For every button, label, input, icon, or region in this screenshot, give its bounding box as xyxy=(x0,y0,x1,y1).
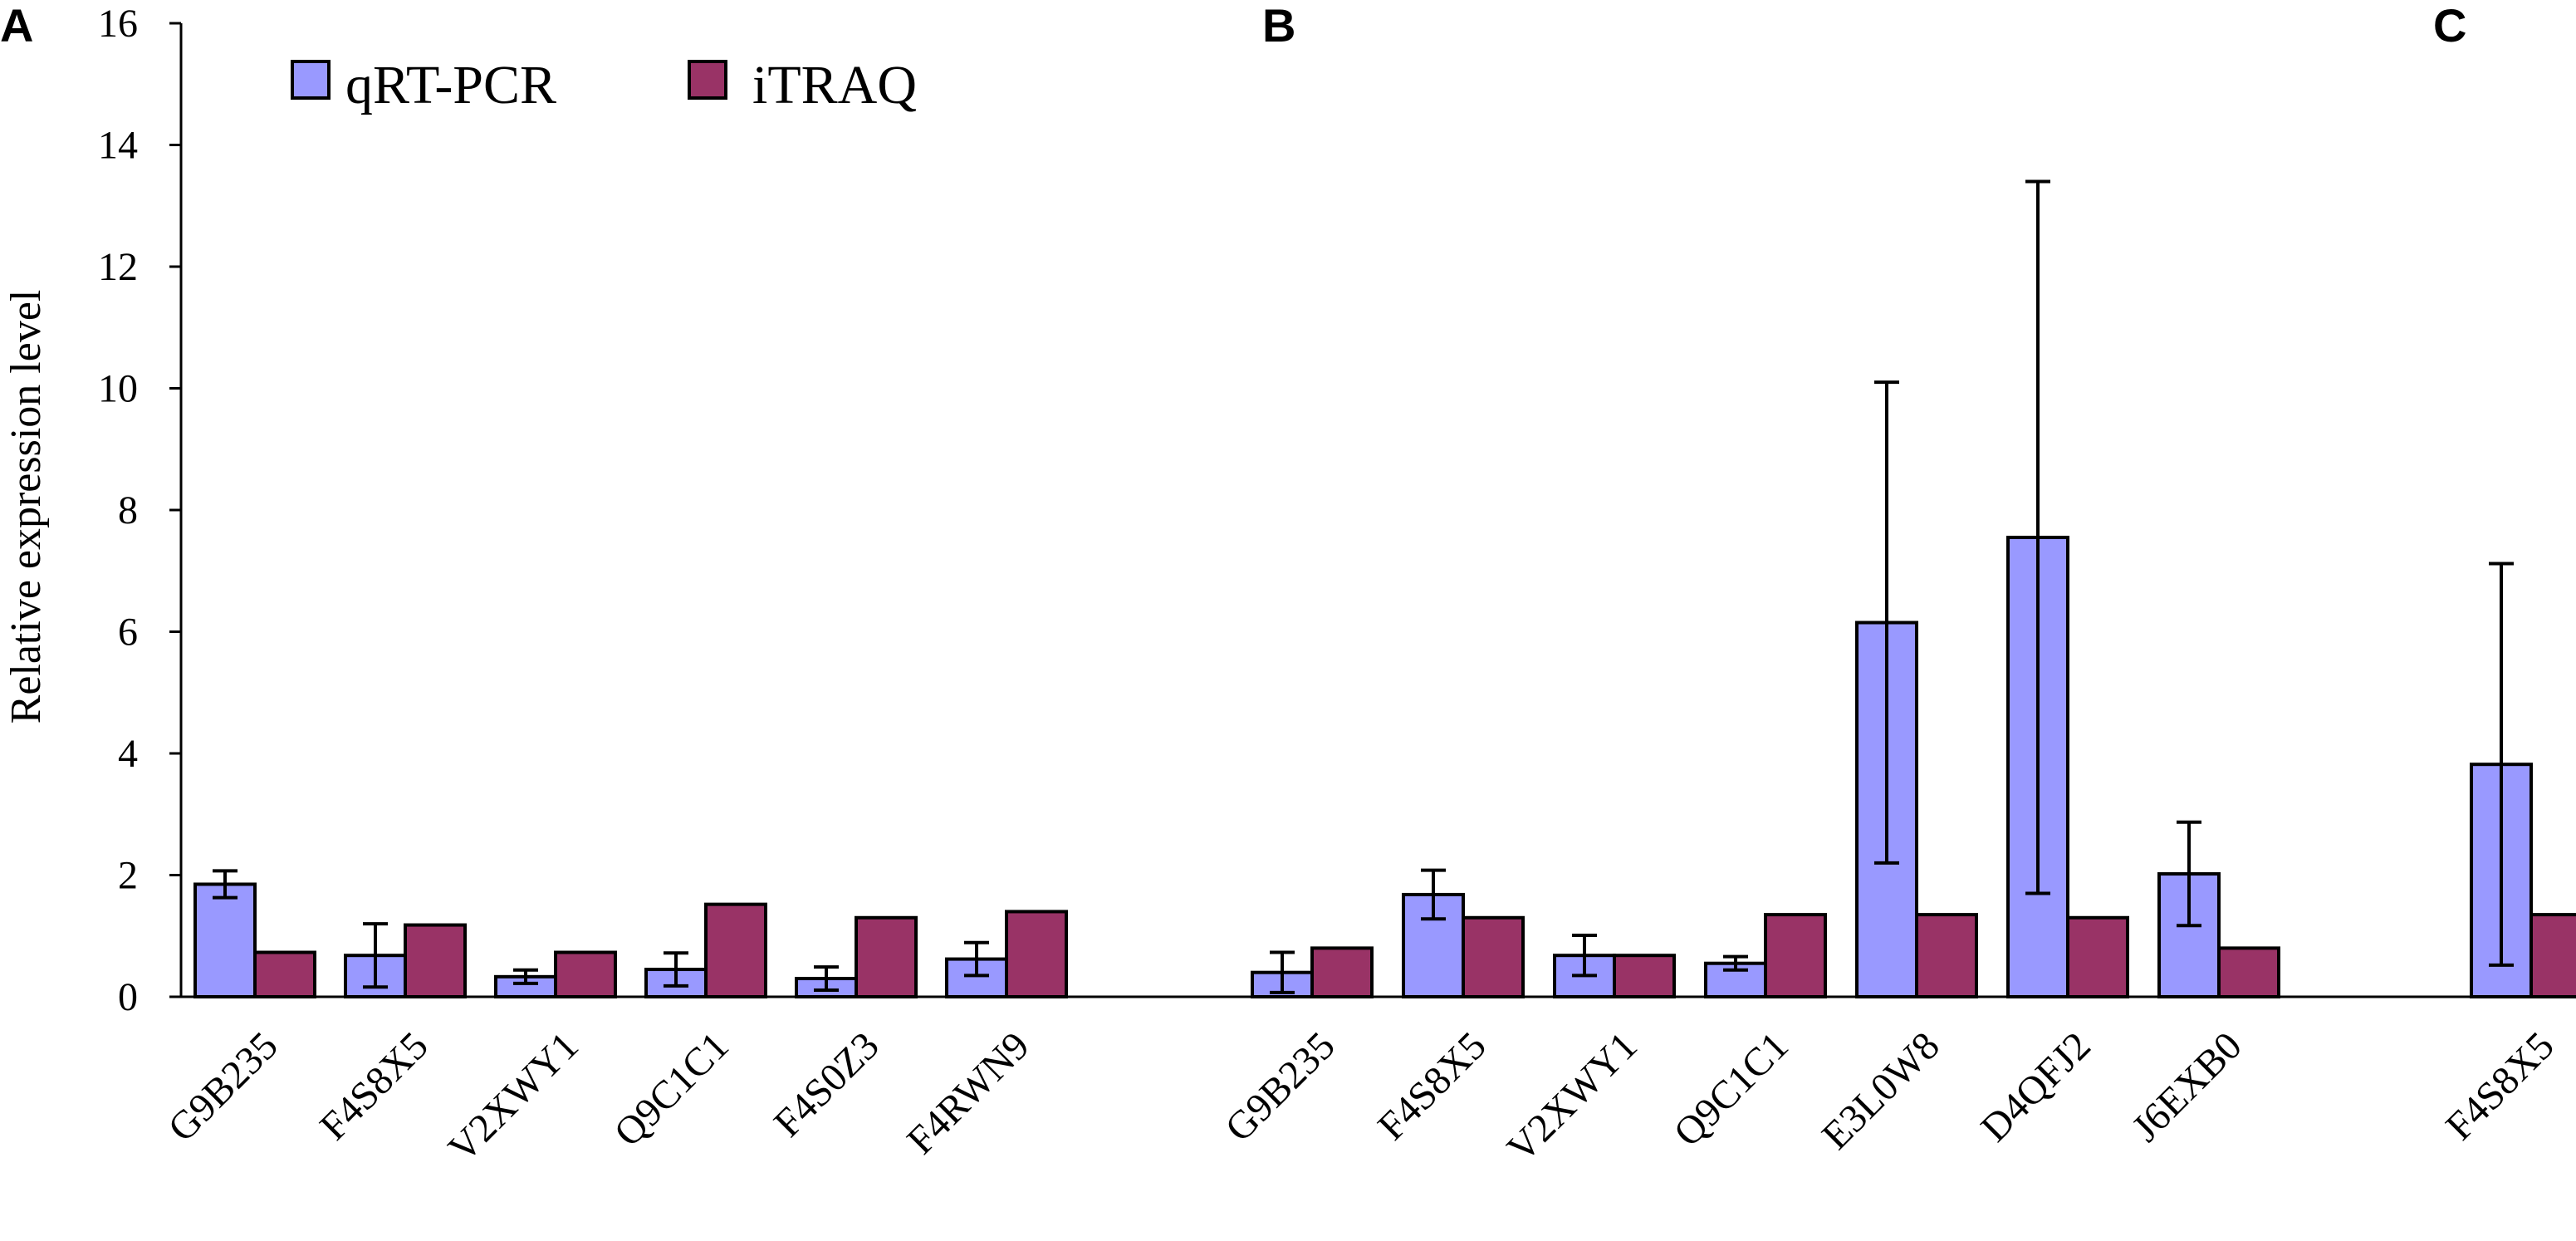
legend-swatch-itraq xyxy=(688,60,727,100)
error-bar-v2xwy1 xyxy=(1572,934,1597,978)
category-label: Q9C1C1 xyxy=(1666,1023,1797,1155)
category-label: F4S0Z3 xyxy=(766,1023,888,1145)
bar-itraq-g9b235 xyxy=(253,950,316,998)
error-bar-q9c1c1 xyxy=(664,951,688,988)
bar-itraq-f4s0z3 xyxy=(855,915,918,999)
category-label: V2XWY1 xyxy=(1499,1023,1646,1170)
error-bar-f4s0z3 xyxy=(814,965,839,992)
bar-qrt-pcr-g9b235 xyxy=(193,882,257,999)
y-tick-label: 0 xyxy=(118,975,138,1019)
bar-itraq-q9c1c1 xyxy=(704,902,767,999)
y-tick-label: 14 xyxy=(98,124,138,168)
legend-label-qrt-pcr: qRT-PCR xyxy=(345,55,556,115)
category-label: E3L0W8 xyxy=(1814,1023,1948,1158)
error-bar-j6exb0 xyxy=(2177,820,2201,928)
y-axis: 0 2 4 6 8 10 12 14 16 xyxy=(98,2,2574,1019)
error-bar-g9b235 xyxy=(1270,950,1295,994)
y-tick-label: 8 xyxy=(118,488,138,532)
bar-itraq-v2xwy1 xyxy=(1613,954,1676,998)
error-bar-q9c1c1 xyxy=(1723,954,1748,972)
y-tick-label: 2 xyxy=(118,854,138,898)
category-label: D4QFJ2 xyxy=(1972,1023,2099,1150)
y-axis-label: Relative expression level xyxy=(2,290,50,724)
y-tick-label: 6 xyxy=(118,611,138,655)
category-label: F4S8X5 xyxy=(311,1023,437,1149)
y-tick-label: 4 xyxy=(118,732,138,776)
error-bar-e3l0w8 xyxy=(1874,380,1899,865)
error-bar-f4rwn9 xyxy=(964,940,989,978)
error-bar-g9b235 xyxy=(213,869,238,900)
error-bar-d4qfj2 xyxy=(2025,179,2050,895)
error-bar-f4s8x5 xyxy=(2489,562,2514,967)
bar-itraq-f4s8x5 xyxy=(2529,913,2576,999)
panel-label-b: B xyxy=(1262,0,1295,52)
bar-itraq-d4qfj2 xyxy=(2066,915,2129,999)
panel-label-a: A xyxy=(0,0,33,52)
bar-itraq-f4rwn9 xyxy=(1005,910,1068,998)
category-label: F4S8X5 xyxy=(2437,1023,2563,1149)
bar-itraq-g9b235 xyxy=(1310,946,1374,999)
y-tick-label: 10 xyxy=(98,367,138,411)
category-labels: G9B235 F4S8X5 V2XWY1 Q9C1C1 F4S0Z3 F4RWN9 G9B2… xyxy=(159,1023,2563,1170)
error-bar-v2xwy1 xyxy=(513,968,538,985)
category-label: J6EXB0 xyxy=(2123,1023,2250,1150)
bar-itraq-f4s8x5 xyxy=(404,923,467,998)
bars xyxy=(193,179,2576,999)
category-label: V2XWY1 xyxy=(440,1023,587,1170)
legend-label-itraq: iTRAQ xyxy=(752,55,917,115)
bar-itraq-e3l0w8 xyxy=(1915,913,1978,999)
legend: qRT-PCR iTRAQ xyxy=(291,55,917,115)
bar-itraq-f4s8x5 xyxy=(1462,915,1525,999)
y-tick-label: 12 xyxy=(98,245,138,289)
bar-itraq-j6exb0 xyxy=(2217,946,2280,999)
bar-itraq-q9c1c1 xyxy=(1764,913,1827,999)
legend-swatch-qrt-pcr xyxy=(291,60,331,100)
category-label: G9B235 xyxy=(1217,1023,1344,1150)
panel-label-c: C xyxy=(2433,0,2466,52)
error-bar-f4s8x5 xyxy=(363,922,388,989)
category-label: F4S8X5 xyxy=(1369,1023,1495,1149)
panel-labels: A B C xyxy=(0,0,2466,52)
category-label: F4RWN9 xyxy=(899,1023,1038,1163)
category-label: G9B235 xyxy=(159,1023,286,1150)
y-tick-label: 16 xyxy=(98,2,138,46)
bar-itraq-v2xwy1 xyxy=(554,950,617,998)
category-label: Q9C1C1 xyxy=(606,1023,737,1155)
error-bar-f4s8x5 xyxy=(1421,868,1446,921)
